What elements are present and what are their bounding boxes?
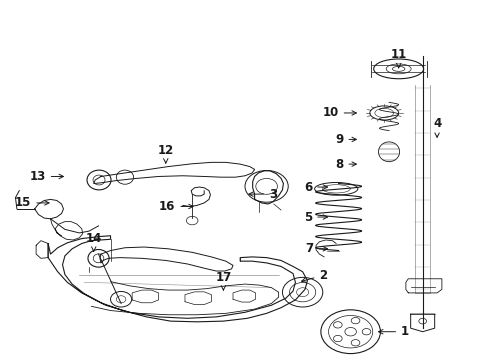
- Text: 14: 14: [86, 232, 102, 251]
- Text: 11: 11: [391, 48, 407, 68]
- Text: 16: 16: [159, 200, 193, 213]
- Text: 15: 15: [15, 197, 49, 210]
- Text: 3: 3: [249, 188, 277, 201]
- Text: 5: 5: [304, 211, 328, 224]
- Text: 13: 13: [29, 170, 64, 183]
- Text: 6: 6: [304, 181, 328, 194]
- Text: 1: 1: [378, 325, 409, 338]
- Text: 2: 2: [301, 269, 327, 282]
- Text: 8: 8: [335, 158, 356, 171]
- Text: 17: 17: [215, 270, 231, 290]
- Text: 4: 4: [433, 117, 441, 137]
- Text: 7: 7: [306, 242, 328, 255]
- Text: 12: 12: [158, 144, 174, 163]
- Text: 10: 10: [322, 107, 356, 120]
- Text: 9: 9: [335, 133, 356, 146]
